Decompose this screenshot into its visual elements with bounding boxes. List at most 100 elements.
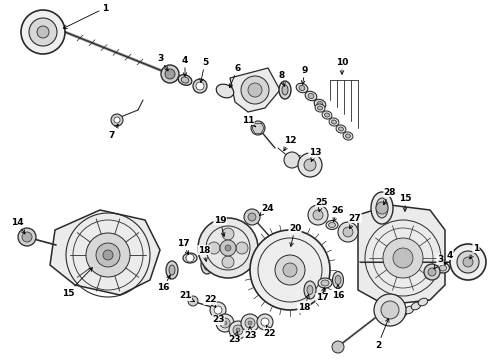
Ellipse shape [296,83,308,93]
Circle shape [424,264,440,280]
Text: 19: 19 [214,216,226,237]
Ellipse shape [404,306,414,314]
Ellipse shape [204,260,210,270]
Circle shape [165,69,175,79]
Circle shape [103,250,113,260]
Circle shape [257,314,273,330]
Text: 25: 25 [316,198,328,211]
Ellipse shape [308,94,314,99]
Circle shape [244,209,260,225]
Ellipse shape [326,220,338,230]
Text: 24: 24 [260,203,274,216]
Circle shape [284,152,300,168]
Ellipse shape [335,275,341,284]
Text: 18: 18 [198,246,210,261]
Text: 1: 1 [63,4,108,28]
Circle shape [275,255,305,285]
Circle shape [37,26,49,38]
Circle shape [383,238,423,278]
Circle shape [222,228,234,240]
Text: 5: 5 [200,58,208,82]
Circle shape [304,159,316,171]
Circle shape [343,227,353,237]
Circle shape [222,256,234,268]
Circle shape [193,79,207,93]
Text: 23: 23 [228,332,240,345]
Ellipse shape [201,256,213,274]
Text: 8: 8 [279,71,285,86]
Text: 15: 15 [62,268,93,297]
Circle shape [450,244,486,280]
Text: 11: 11 [242,116,256,127]
Circle shape [18,228,36,246]
Ellipse shape [343,132,353,140]
Circle shape [338,222,358,242]
Circle shape [428,268,436,276]
Text: 23: 23 [212,315,225,324]
Ellipse shape [339,127,343,131]
Ellipse shape [437,263,449,273]
Text: 26: 26 [332,206,344,221]
Ellipse shape [315,104,325,112]
Ellipse shape [166,261,178,279]
Circle shape [248,83,262,97]
Ellipse shape [411,302,421,310]
Circle shape [463,257,473,267]
Circle shape [457,251,479,273]
Ellipse shape [307,285,313,294]
Ellipse shape [318,278,332,288]
Ellipse shape [305,91,317,101]
Circle shape [251,121,265,135]
Text: 21: 21 [179,292,195,302]
Circle shape [214,306,222,314]
Text: 18: 18 [298,294,310,312]
Circle shape [229,321,247,339]
Text: 4: 4 [182,55,188,76]
Circle shape [198,218,258,278]
Ellipse shape [322,111,332,119]
Circle shape [241,76,269,104]
Circle shape [298,153,322,177]
Text: 6: 6 [229,63,241,87]
Circle shape [313,210,323,220]
Circle shape [381,301,399,319]
Ellipse shape [169,265,175,275]
Text: 13: 13 [309,148,321,162]
Circle shape [245,318,255,328]
Circle shape [283,263,297,277]
Circle shape [241,314,259,332]
Ellipse shape [186,255,194,261]
Circle shape [188,296,198,306]
Ellipse shape [328,222,336,228]
Circle shape [225,245,231,251]
Ellipse shape [183,253,197,263]
Circle shape [374,294,406,326]
Text: 17: 17 [177,239,189,255]
Circle shape [236,242,248,254]
Circle shape [248,321,252,325]
Circle shape [236,328,240,332]
Ellipse shape [333,271,343,288]
Circle shape [216,314,234,332]
Ellipse shape [329,118,339,126]
Text: 3: 3 [157,54,168,71]
Text: 20: 20 [289,224,301,246]
Circle shape [261,318,269,326]
Text: 28: 28 [384,188,396,205]
Text: 14: 14 [11,217,25,234]
Ellipse shape [178,75,192,85]
Ellipse shape [390,314,400,322]
Polygon shape [358,205,445,305]
Ellipse shape [336,125,346,133]
Text: 16: 16 [332,285,344,300]
Ellipse shape [397,310,407,318]
Ellipse shape [418,298,428,306]
Circle shape [223,321,227,325]
Polygon shape [50,210,160,295]
Ellipse shape [314,99,326,109]
Text: 2: 2 [375,319,389,350]
Circle shape [96,243,120,267]
Ellipse shape [345,134,350,138]
Circle shape [233,325,243,335]
Circle shape [86,233,130,277]
